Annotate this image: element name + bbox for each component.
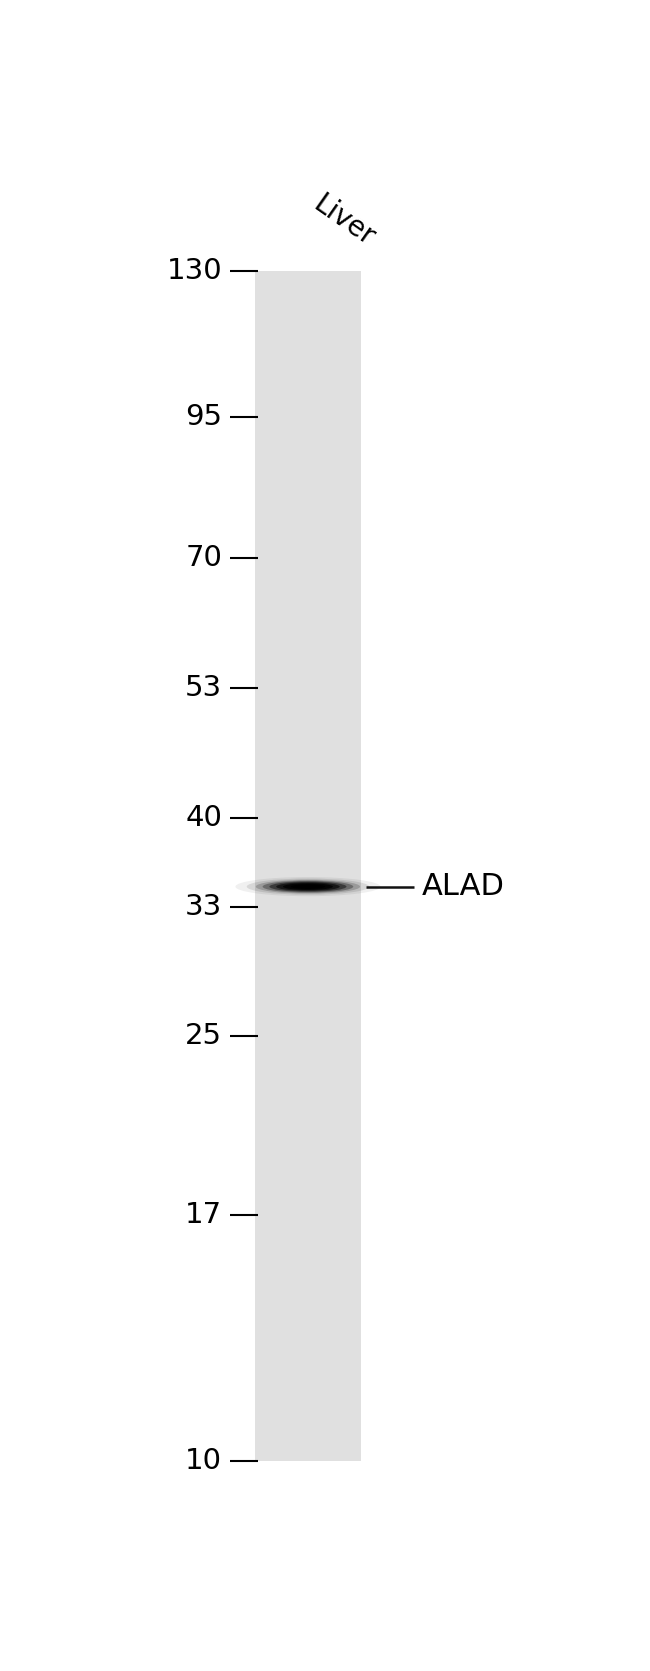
Text: 53: 53 (185, 673, 222, 702)
Text: 17: 17 (185, 1201, 222, 1230)
Text: 40: 40 (185, 804, 222, 832)
Text: 10: 10 (185, 1447, 222, 1475)
Text: 25: 25 (185, 1023, 222, 1051)
Ellipse shape (269, 882, 346, 892)
Text: Liver: Liver (308, 190, 380, 252)
Ellipse shape (256, 879, 360, 894)
Text: 95: 95 (185, 403, 222, 431)
Ellipse shape (298, 886, 318, 887)
Ellipse shape (283, 884, 333, 891)
Ellipse shape (235, 877, 380, 896)
Text: 130: 130 (166, 257, 222, 286)
Ellipse shape (263, 881, 354, 892)
Bar (255, 271, 361, 1462)
Text: ALAD: ALAD (421, 872, 504, 901)
Text: 33: 33 (185, 894, 222, 921)
Text: 70: 70 (185, 545, 222, 573)
Ellipse shape (247, 879, 369, 894)
Ellipse shape (276, 882, 340, 891)
Ellipse shape (291, 884, 325, 889)
